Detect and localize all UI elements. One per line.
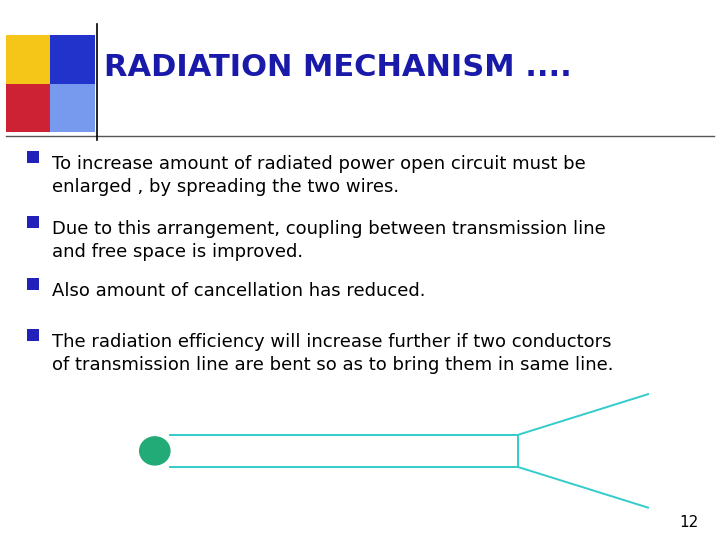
Bar: [27, 216, 39, 228]
Text: The radiation efficiency will increase further if two conductors
of transmission: The radiation efficiency will increase f…: [52, 333, 613, 374]
Bar: [6, 35, 50, 84]
Text: To increase amount of radiated power open circuit must be
enlarged , by spreadin: To increase amount of radiated power ope…: [52, 155, 585, 196]
Bar: [6, 84, 50, 132]
Bar: [27, 329, 39, 341]
Bar: [27, 278, 39, 290]
Bar: [50, 84, 95, 132]
Text: Due to this arrangement, coupling between transmission line
and free space is im: Due to this arrangement, coupling betwee…: [52, 220, 606, 261]
Bar: [27, 151, 39, 163]
Ellipse shape: [140, 437, 170, 465]
Text: RADIATION MECHANISM ....: RADIATION MECHANISM ....: [104, 53, 572, 82]
Text: Also amount of cancellation has reduced.: Also amount of cancellation has reduced.: [52, 282, 426, 300]
Bar: [50, 35, 95, 84]
Text: 12: 12: [679, 515, 698, 530]
